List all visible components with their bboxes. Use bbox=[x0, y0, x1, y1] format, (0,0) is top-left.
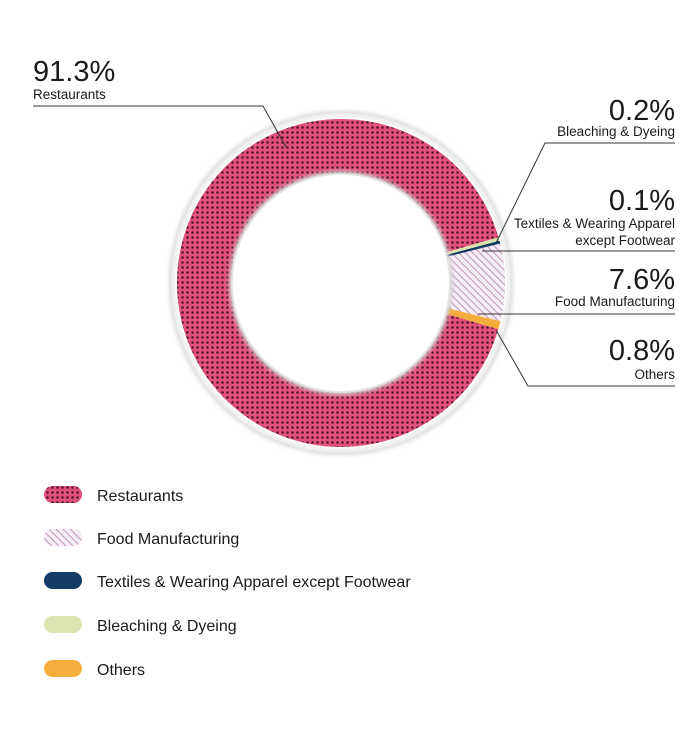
legend-label-bleaching-and-dyeing: Bleaching & Dyeing bbox=[97, 618, 237, 635]
callout-value-bleaching-and-dyeing: 0.2% bbox=[609, 95, 675, 127]
slice-restaurants bbox=[176, 118, 499, 448]
legend-swatch-others bbox=[44, 660, 82, 677]
callout-value-others: 0.8% bbox=[609, 335, 675, 367]
legend-swatch-textiles-and-wearing-apparel-except-footwear bbox=[44, 572, 82, 589]
callout-value-food-manufacturing: 7.6% bbox=[609, 264, 675, 296]
leader-line-bleaching-and-dyeing bbox=[495, 142, 675, 244]
slice-others bbox=[446, 308, 501, 330]
callout-label-bleaching-and-dyeing: Bleaching & Dyeing bbox=[557, 124, 675, 139]
legend-label-food-manufacturing: Food Manufacturing bbox=[97, 531, 239, 548]
callout-value-textiles-and-wearing-apparel-except-footwear: 0.1% bbox=[609, 185, 675, 217]
callout-label-textiles-and-wearing-apparel-except-footwear: except Footwear bbox=[575, 233, 675, 248]
legend-label-textiles-and-wearing-apparel-except-footwear: Textiles & Wearing Apparel except Footwe… bbox=[97, 574, 411, 591]
callout-label-others: Others bbox=[634, 367, 675, 382]
outer-ring-border bbox=[171, 113, 511, 453]
callout-label-restaurants: Restaurants bbox=[33, 87, 106, 102]
leader-line-others bbox=[495, 329, 675, 387]
outer-ring-shadow bbox=[169, 111, 513, 455]
legend-swatch-restaurants bbox=[44, 486, 82, 503]
inner-hole bbox=[233, 175, 449, 391]
legend-label-restaurants: Restaurants bbox=[97, 488, 183, 505]
callout-value-restaurants: 91.3% bbox=[33, 56, 115, 88]
legend-swatch-food-manufacturing bbox=[44, 529, 82, 546]
slice-bleaching-and-dyeing bbox=[446, 237, 500, 255]
legend-label-others: Others bbox=[97, 662, 145, 679]
donut-slices bbox=[176, 118, 505, 448]
legend: Restaurants Food Manufacturing Textiles & … bbox=[44, 486, 411, 679]
legend-swatch-bleaching-and-dyeing bbox=[44, 616, 82, 633]
callout-label-food-manufacturing: Food Manufacturing bbox=[555, 294, 675, 309]
callouts: 91.3%Restaurants 0.2%Bleaching & Dyeing 0.… bbox=[33, 56, 675, 387]
slice-food-manufacturing bbox=[447, 243, 505, 322]
slice-textiles-and-wearing-apparel-except-footwear bbox=[447, 240, 501, 257]
leader-line-restaurants bbox=[33, 105, 287, 148]
callout-label-textiles-and-wearing-apparel-except-footwear: Textiles & Wearing Apparel bbox=[514, 216, 675, 231]
